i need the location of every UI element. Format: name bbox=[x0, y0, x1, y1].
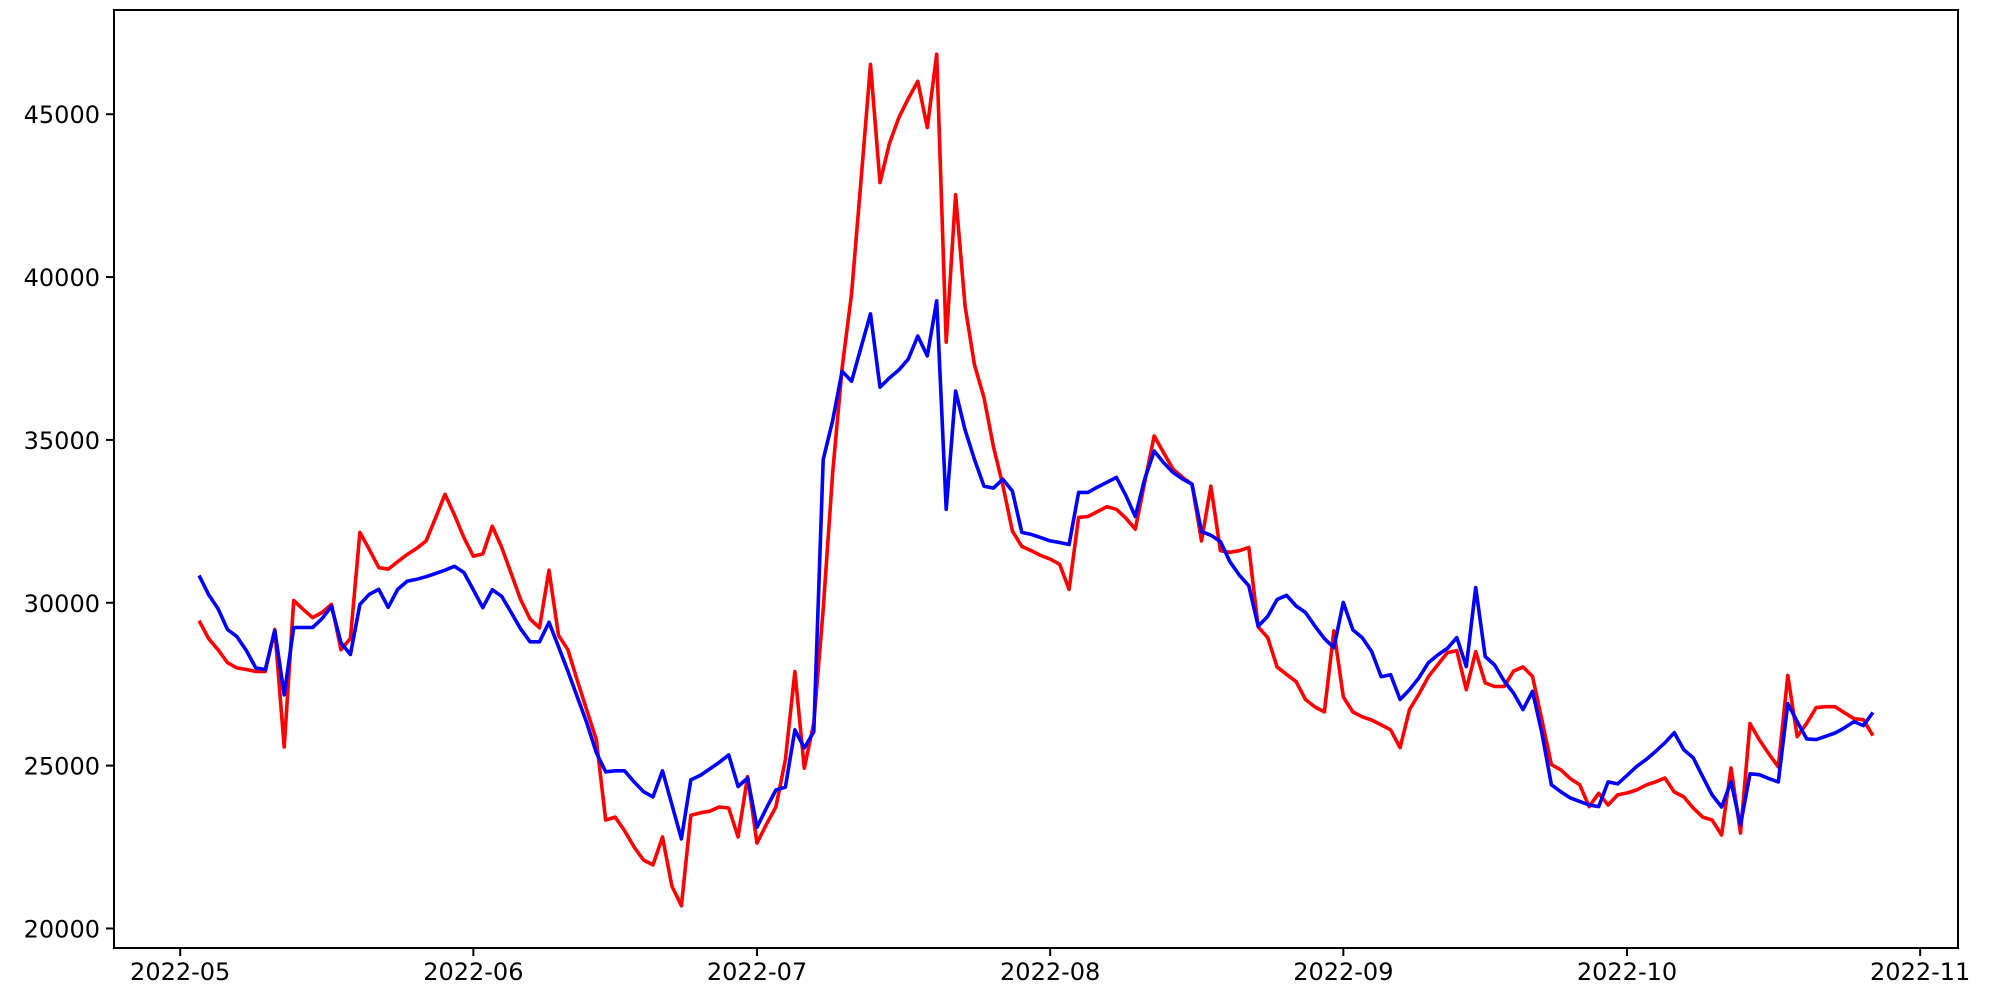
x-tick-label: 2022-07 bbox=[707, 958, 807, 986]
x-tick-label: 2022-11 bbox=[1870, 958, 1970, 986]
plot-border bbox=[113, 9, 1959, 949]
y-tick-label: 35000 bbox=[24, 427, 100, 455]
x-axis: 2022-05 2022-06 2022-07 2022-08 2022-09 2022-… bbox=[130, 948, 1970, 986]
x-tick-label: 2022-06 bbox=[423, 958, 523, 986]
y-tick-label: 45000 bbox=[24, 101, 100, 129]
red-series-line bbox=[197, 52, 1875, 908]
x-tick-label: 2022-10 bbox=[1577, 958, 1677, 986]
y-tick-label: 20000 bbox=[24, 915, 100, 943]
y-axis: 20000 25000 30000 35000 40000 45000 bbox=[24, 101, 114, 943]
y-tick-label: 30000 bbox=[24, 590, 100, 618]
x-tick-label: 2022-09 bbox=[1293, 958, 1393, 986]
y-tick-label: 40000 bbox=[24, 264, 100, 292]
y-tick-label: 25000 bbox=[24, 753, 100, 781]
x-tick-label: 2022-08 bbox=[1000, 958, 1100, 986]
x-tick-label: 2022-05 bbox=[130, 958, 230, 986]
blue-series-line bbox=[197, 298, 1875, 841]
